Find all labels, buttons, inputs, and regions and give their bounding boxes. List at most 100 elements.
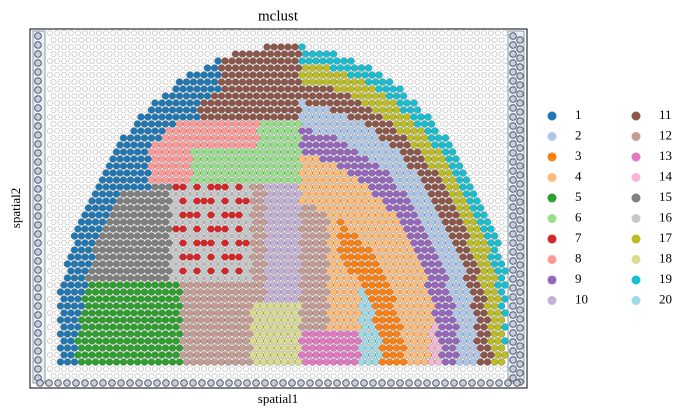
spot — [137, 225, 145, 233]
empty-spot — [82, 365, 89, 372]
empty-spot — [501, 197, 508, 204]
spot — [193, 99, 201, 107]
empty-spot — [144, 29, 151, 36]
spot — [109, 267, 117, 275]
empty-spot — [137, 365, 144, 372]
spot — [371, 162, 380, 170]
empty-spot — [344, 372, 351, 379]
spot — [375, 127, 383, 135]
fiducial — [34, 302, 42, 310]
empty-spot — [424, 58, 431, 65]
spot — [298, 267, 306, 275]
spot — [266, 148, 275, 156]
empty-spot — [68, 169, 75, 176]
spot — [126, 288, 135, 296]
empty-spot — [389, 58, 396, 65]
spot — [196, 190, 205, 198]
spot — [462, 204, 471, 212]
spot — [291, 85, 299, 93]
empty-spot — [484, 372, 491, 379]
spot — [399, 302, 408, 310]
spot — [231, 302, 240, 310]
spot — [249, 351, 257, 359]
spot — [473, 211, 481, 219]
spot — [277, 337, 285, 345]
spot — [305, 71, 313, 79]
spot — [126, 162, 135, 170]
spot — [56, 358, 65, 366]
spot — [126, 148, 135, 156]
spot — [455, 288, 464, 296]
spot — [123, 323, 131, 331]
spot — [347, 309, 355, 317]
spot — [154, 218, 163, 226]
empty-spot — [117, 29, 124, 36]
empty-spot — [494, 197, 501, 204]
spot — [280, 246, 289, 254]
empty-spot — [158, 58, 165, 65]
spot — [340, 323, 348, 331]
fiducial — [387, 379, 395, 387]
empty-spot — [463, 134, 470, 141]
empty-spot — [211, 37, 218, 44]
empty-spot — [316, 372, 323, 379]
spot — [242, 169, 250, 177]
spot — [119, 246, 128, 254]
empty-spot — [117, 58, 124, 65]
empty-spot — [435, 372, 442, 379]
spot — [151, 323, 159, 331]
empty-spot — [487, 72, 494, 79]
empty-spot — [414, 372, 421, 379]
spot — [385, 274, 394, 282]
spot — [354, 337, 362, 345]
empty-spot — [75, 44, 82, 51]
spot — [347, 253, 355, 261]
spot — [158, 99, 166, 107]
legend-label: 18 — [659, 250, 672, 265]
empty-spot — [452, 86, 459, 93]
spot — [438, 295, 446, 303]
spot — [434, 288, 443, 296]
spot — [361, 337, 369, 345]
spot — [273, 316, 282, 324]
spot — [361, 211, 369, 219]
empty-spot — [50, 274, 57, 281]
spot — [315, 148, 324, 156]
fiducial — [34, 68, 42, 76]
spot — [263, 169, 271, 177]
spot — [410, 267, 418, 275]
spot — [438, 267, 446, 275]
spot — [84, 330, 93, 338]
empty-spot — [424, 72, 431, 79]
spot — [497, 302, 506, 310]
fiducial — [135, 379, 143, 387]
legend-label: 7 — [575, 230, 582, 245]
spot — [249, 295, 257, 303]
spot — [312, 295, 320, 303]
spot — [305, 253, 313, 261]
spot — [298, 127, 306, 135]
spot — [315, 50, 324, 58]
spot — [424, 169, 432, 177]
spot — [294, 330, 303, 338]
empty-spot — [151, 365, 158, 372]
spot — [231, 162, 240, 170]
legend-marker — [547, 296, 557, 305]
spot — [396, 295, 404, 303]
spot — [378, 106, 387, 114]
spot — [336, 120, 345, 128]
empty-spot — [117, 365, 124, 372]
empty-spot — [64, 37, 71, 44]
fiducial — [34, 221, 42, 229]
spot — [266, 274, 275, 282]
spot — [84, 288, 93, 296]
spot — [312, 169, 320, 177]
spot — [410, 141, 418, 149]
spot — [189, 358, 198, 366]
empty-spot — [64, 65, 71, 72]
empty-spot — [480, 86, 487, 93]
spot — [347, 169, 355, 177]
spot — [133, 330, 142, 338]
empty-spot — [256, 365, 263, 372]
spot — [473, 197, 481, 205]
